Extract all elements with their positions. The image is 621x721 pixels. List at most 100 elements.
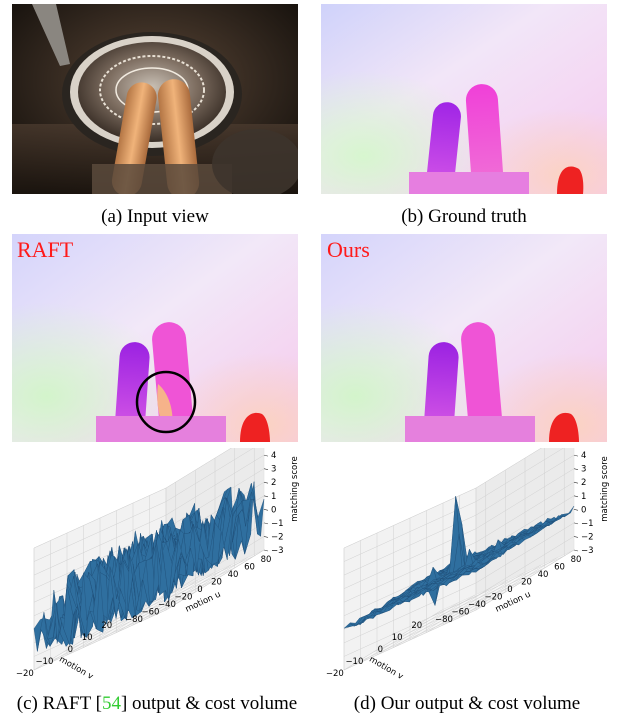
z-tick-label: −3 (271, 546, 284, 556)
ours-flow-image (321, 234, 607, 442)
grid-line (392, 579, 526, 641)
u-tick-label: 60 (554, 563, 565, 573)
grid-line (475, 441, 575, 502)
u-tick-label: 20 (211, 578, 222, 588)
u-tick-label: −40 (158, 600, 176, 610)
v-tick-label: −10 (345, 657, 363, 667)
z-tick-label: −2 (271, 532, 284, 542)
grid-line (343, 609, 477, 671)
u-tick-label: −80 (435, 615, 453, 625)
grid-line (343, 501, 477, 562)
grid-line (475, 522, 575, 584)
input-view-image (12, 4, 298, 194)
ours-label: Ours (327, 237, 370, 262)
z-tick-label: 1 (271, 492, 276, 502)
grid-line (373, 591, 506, 653)
z-tick (263, 536, 269, 538)
grid-line (343, 596, 477, 657)
u-tick-label: 60 (244, 563, 255, 573)
u-tick-label: 0 (197, 585, 202, 595)
grid-line (412, 567, 545, 629)
u-tick-label: 20 (521, 578, 532, 588)
grid-line (33, 609, 167, 671)
v-tick-label: 0 (68, 645, 73, 655)
u-tick-label: 0 (507, 585, 512, 595)
z-tick (573, 522, 579, 525)
v-tick-label: 20 (101, 621, 112, 631)
z-tick (263, 495, 269, 498)
z-tick (573, 509, 579, 511)
z-tick-label: −3 (581, 546, 594, 556)
caption-raft-cost-volume: (c) RAFT [54] output & cost volume (4, 693, 310, 715)
z-tick-label: −2 (581, 532, 594, 542)
caption-ground-truth: (b) Ground truth (401, 206, 527, 227)
caption-input-view: (a) Input view (101, 206, 209, 227)
citation-link[interactable]: 54 (101, 693, 121, 714)
z-tick-label: 1 (581, 492, 586, 502)
z-tick (263, 481, 269, 484)
grid-line (343, 582, 477, 644)
z-tick-label: 2 (271, 478, 276, 488)
z-axis-label: matching score (600, 456, 610, 522)
grid-line (165, 549, 265, 611)
z-tick (263, 549, 269, 552)
grid-line (33, 487, 167, 549)
z-tick-label: 3 (581, 465, 586, 475)
grid-line (353, 603, 486, 665)
ground-truth-flow-image (321, 4, 607, 194)
z-tick (263, 522, 269, 525)
grid-line (343, 487, 477, 549)
grid-line (475, 454, 575, 516)
z-tick-label: 4 (271, 451, 276, 461)
caption-our-cost-volume: (d) Our output & cost volume (353, 693, 581, 714)
v-tick-label: −10 (35, 657, 53, 667)
grid-line (432, 555, 565, 617)
v-tick-label: 10 (82, 633, 93, 643)
caption-c-prefix: (c) RAFT [ (16, 693, 102, 714)
u-tick-label: −20 (485, 593, 503, 603)
z-tick (263, 468, 269, 470)
v-axis-label: motion v (367, 655, 404, 680)
z-tick (573, 468, 579, 470)
caption-c-suffix: ] output & cost volume (120, 693, 298, 714)
z-tick (573, 481, 579, 484)
u-tick-label: −40 (468, 600, 486, 610)
u-tick-label: 40 (228, 570, 239, 580)
grid-line (165, 468, 265, 529)
z-tick-label: 0 (581, 505, 586, 515)
v-tick-label: 0 (378, 645, 383, 655)
grid-line (43, 603, 176, 665)
grid-line (63, 591, 196, 653)
u-tick-label: −80 (125, 615, 143, 625)
z-tick (573, 549, 579, 552)
z-tick (573, 536, 579, 538)
v-axis-label: motion v (57, 655, 94, 680)
grid-line (165, 454, 265, 516)
u-tick-label: 80 (261, 555, 272, 565)
grid-line (475, 536, 575, 597)
z-tick-label: 4 (581, 451, 586, 461)
grid-line (82, 579, 216, 641)
grid-line (33, 501, 167, 562)
z-tick-label: −1 (581, 519, 594, 529)
z-tick (573, 495, 579, 498)
z-axis-label: matching score (290, 456, 300, 522)
v-tick-label: −20 (16, 669, 34, 679)
raft-label: RAFT (17, 237, 74, 262)
grid-line (33, 514, 167, 576)
z-tick (263, 454, 269, 457)
grid-line (475, 549, 575, 611)
z-tick (573, 454, 579, 457)
u-tick-label: −20 (175, 593, 193, 603)
v-tick-label: 10 (392, 633, 403, 643)
raft-flow-image (12, 234, 298, 442)
z-tick-label: 3 (271, 465, 276, 475)
z-tick-label: 2 (581, 478, 586, 488)
z-tick-label: 0 (271, 505, 276, 515)
grid-line (475, 482, 575, 543)
grid-line (122, 555, 255, 617)
v-tick-label: −20 (326, 669, 344, 679)
u-tick-label: −60 (142, 608, 160, 618)
